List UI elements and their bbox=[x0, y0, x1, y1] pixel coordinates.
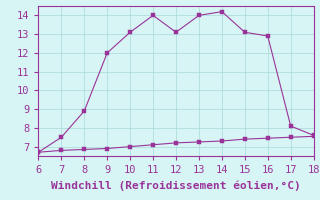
X-axis label: Windchill (Refroidissement éolien,°C): Windchill (Refroidissement éolien,°C) bbox=[51, 181, 301, 191]
